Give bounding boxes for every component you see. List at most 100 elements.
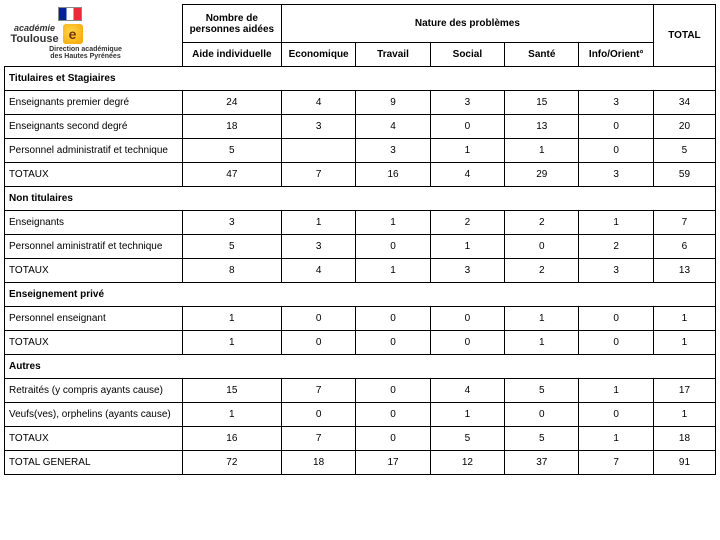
cell: 3: [281, 115, 355, 139]
row-label: TOTAUX: [5, 427, 183, 451]
logo-toulouse-text: Toulouse: [11, 33, 59, 45]
cell: 0: [356, 307, 430, 331]
table-row: Personnel enseignant 1 0 0 0 1 0 1: [5, 307, 716, 331]
logo-marianne-icon: [85, 7, 113, 21]
table-row: Enseignants second degré 18 3 4 0 13 0 2…: [5, 115, 716, 139]
cell: 0: [579, 115, 653, 139]
cell: 13: [653, 259, 715, 283]
header-aide-sub: Aide individuelle: [182, 43, 281, 67]
header-info: Info/Orient°: [579, 43, 653, 67]
cell: 37: [505, 451, 579, 475]
header-total: TOTAL: [653, 5, 715, 67]
header-eco: Economique: [281, 43, 355, 67]
logo-area: académie Toulouse e Direction académique…: [11, 7, 161, 67]
cell: 0: [505, 235, 579, 259]
cell: 2: [579, 235, 653, 259]
cell: 4: [430, 163, 504, 187]
cell: 1: [653, 403, 715, 427]
cell: 9: [356, 91, 430, 115]
cell: 3: [430, 91, 504, 115]
cell: 5: [182, 139, 281, 163]
cell: 0: [356, 403, 430, 427]
section-nontitulaires: Non titulaires: [5, 187, 716, 211]
cell: 5: [505, 379, 579, 403]
table-row-totaux: TOTAUX 16 7 0 5 5 1 18: [5, 427, 716, 451]
row-label: Veufs(ves), orphelins (ayants cause): [5, 403, 183, 427]
cell: 1: [579, 211, 653, 235]
cell: 29: [505, 163, 579, 187]
header-sante: Santé: [505, 43, 579, 67]
cell: 1: [356, 211, 430, 235]
cell: 3: [356, 139, 430, 163]
cell: 7: [281, 163, 355, 187]
cell: 3: [579, 163, 653, 187]
row-label: Personnel administratif et technique: [5, 139, 183, 163]
cell: 0: [579, 403, 653, 427]
logo-e-icon: e: [63, 24, 83, 44]
logo-sub1: Direction académique: [11, 46, 161, 53]
row-label: TOTAUX: [5, 331, 183, 355]
cell: 34: [653, 91, 715, 115]
cell: 0: [356, 379, 430, 403]
table-row-totaux: TOTAUX 8 4 1 3 2 3 13: [5, 259, 716, 283]
table-row-total-general: TOTAL GENERAL 72 18 17 12 37 7 91: [5, 451, 716, 475]
cell: 0: [356, 331, 430, 355]
table-row: Enseignants premier degré 24 4 9 3 15 3 …: [5, 91, 716, 115]
row-label: Personnel aministratif et technique: [5, 235, 183, 259]
cell: 13: [505, 115, 579, 139]
table-row: Enseignants 3 1 1 2 2 1 7: [5, 211, 716, 235]
cell: 0: [579, 307, 653, 331]
cell: 2: [505, 259, 579, 283]
cell: 1: [579, 427, 653, 451]
cell: 1: [505, 139, 579, 163]
cell: 17: [356, 451, 430, 475]
cell: 0: [281, 331, 355, 355]
cell: 18: [182, 115, 281, 139]
cell: 1: [505, 307, 579, 331]
cell: 7: [653, 211, 715, 235]
cell: 0: [505, 403, 579, 427]
cell: 0: [281, 307, 355, 331]
cell: 20: [653, 115, 715, 139]
cell: 47: [182, 163, 281, 187]
cell: [281, 139, 355, 163]
cell: 6: [653, 235, 715, 259]
table-row: Veufs(ves), orphelins (ayants cause) 1 0…: [5, 403, 716, 427]
table-row-totaux: TOTAUX 1 0 0 0 1 0 1: [5, 331, 716, 355]
section-prive: Enseignement privé: [5, 283, 716, 307]
table-row: Retraités (y compris ayants cause) 15 7 …: [5, 379, 716, 403]
cell: 3: [579, 91, 653, 115]
cell: 3: [430, 259, 504, 283]
logo-sub2: des Hautes Pyrénées: [11, 53, 161, 60]
cell: 0: [356, 235, 430, 259]
header-aide: Nombre de personnes aidées: [182, 5, 281, 43]
row-label: TOTAL GENERAL: [5, 451, 183, 475]
cell: 72: [182, 451, 281, 475]
cell: 3: [579, 259, 653, 283]
cell: 1: [356, 259, 430, 283]
cell: 5: [182, 235, 281, 259]
cell: 4: [281, 91, 355, 115]
cell: 0: [430, 307, 504, 331]
table-row: Personnel administratif et technique 5 3…: [5, 139, 716, 163]
row-label: Enseignants: [5, 211, 183, 235]
table-row: Personnel aministratif et technique 5 3 …: [5, 235, 716, 259]
cell: 0: [579, 139, 653, 163]
cell: 1: [182, 331, 281, 355]
logo-flag-icon: [58, 7, 82, 21]
row-label: TOTAUX: [5, 259, 183, 283]
header-travail: Travail: [356, 43, 430, 67]
cell: 7: [281, 379, 355, 403]
cell: 2: [430, 211, 504, 235]
cell: 1: [281, 211, 355, 235]
cell: 15: [182, 379, 281, 403]
cell: 1: [505, 331, 579, 355]
row-label: TOTAUX: [5, 163, 183, 187]
logo-cell: académie Toulouse e Direction académique…: [5, 5, 183, 67]
cell: 91: [653, 451, 715, 475]
cell: 1: [430, 235, 504, 259]
cell: 17: [653, 379, 715, 403]
cell: 0: [430, 331, 504, 355]
cell: 4: [356, 115, 430, 139]
cell: 0: [281, 403, 355, 427]
